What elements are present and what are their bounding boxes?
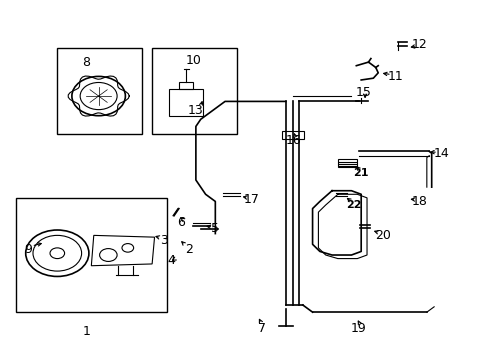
Text: 11: 11 xyxy=(386,70,402,83)
Text: 5: 5 xyxy=(211,222,219,235)
Text: 6: 6 xyxy=(177,216,185,229)
Text: 17: 17 xyxy=(244,193,259,206)
Bar xyxy=(179,82,193,89)
Text: 1: 1 xyxy=(82,325,90,338)
Text: 18: 18 xyxy=(411,195,427,208)
Text: 12: 12 xyxy=(411,38,427,51)
Text: 22: 22 xyxy=(346,200,361,210)
Text: 21: 21 xyxy=(353,168,368,178)
Text: 2: 2 xyxy=(184,243,192,256)
Bar xyxy=(152,48,237,134)
Bar xyxy=(57,48,142,134)
Text: 7: 7 xyxy=(257,322,265,335)
Text: 8: 8 xyxy=(82,55,90,69)
Bar xyxy=(282,131,303,139)
Text: 4: 4 xyxy=(167,254,175,267)
Text: 9: 9 xyxy=(24,243,32,256)
Text: 20: 20 xyxy=(374,229,390,242)
Text: 14: 14 xyxy=(433,147,448,160)
Text: 19: 19 xyxy=(350,322,366,335)
Text: 10: 10 xyxy=(185,54,201,67)
Text: 16: 16 xyxy=(285,134,301,147)
Text: 3: 3 xyxy=(160,234,168,247)
Bar xyxy=(337,158,357,167)
Text: 15: 15 xyxy=(355,86,371,99)
Bar xyxy=(16,198,166,312)
Text: 13: 13 xyxy=(187,104,203,117)
Bar xyxy=(169,89,203,116)
